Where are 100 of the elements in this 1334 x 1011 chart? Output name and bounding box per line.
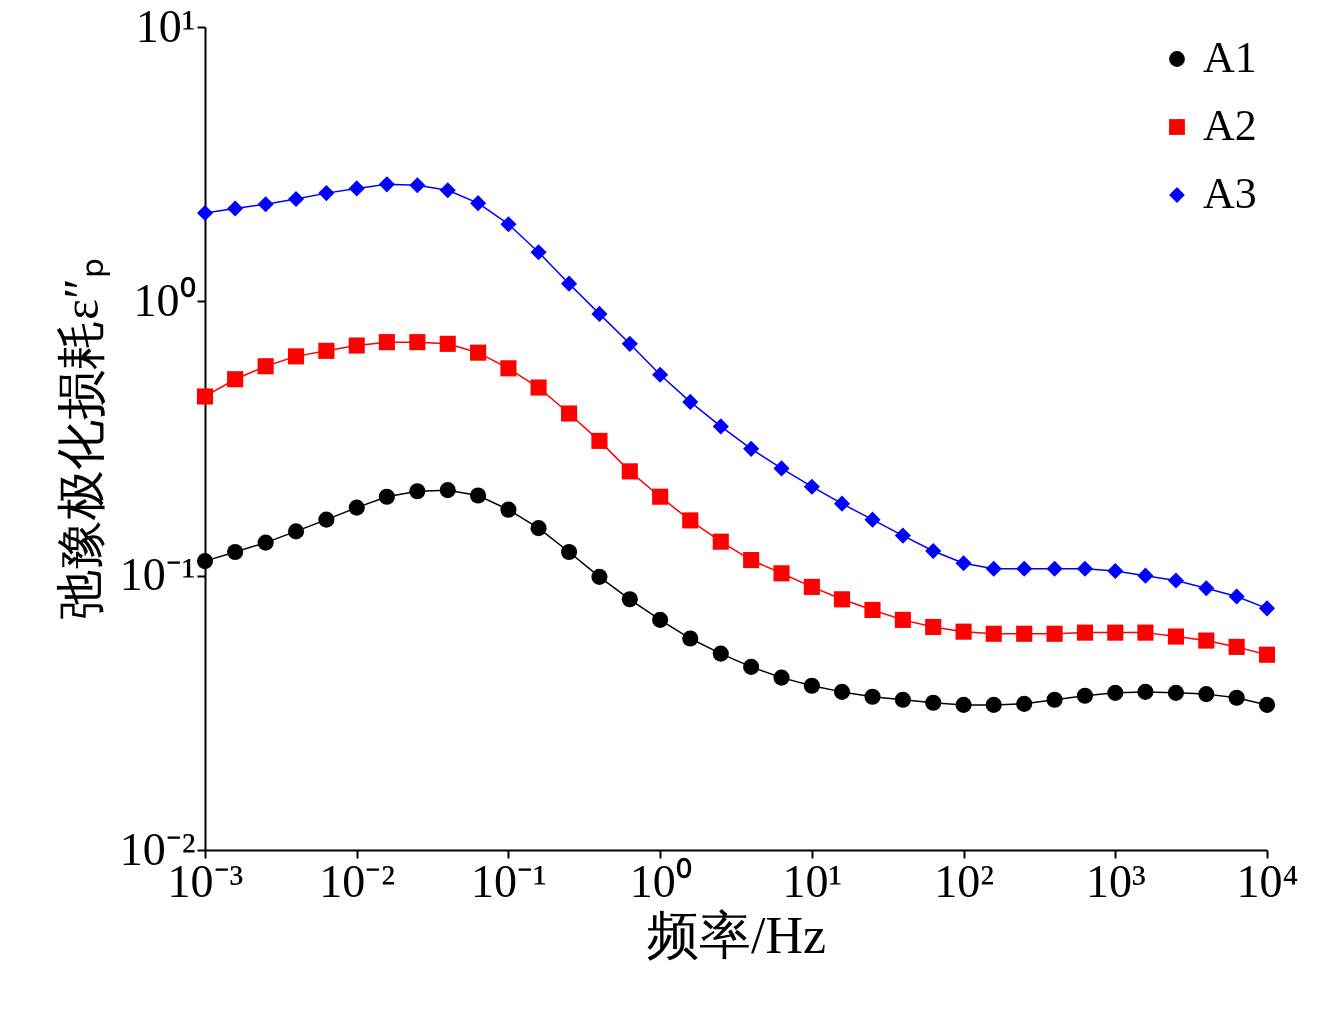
point [1107, 562, 1124, 580]
point [894, 527, 911, 544]
point [470, 195, 487, 212]
point [470, 487, 487, 504]
x-tick-label: 10⁻¹ [471, 855, 547, 907]
point [985, 625, 1002, 642]
x-tick-label: 10⁴ [1236, 855, 1299, 907]
x-tick-label: 10⁰ [629, 855, 692, 907]
point [985, 560, 1002, 577]
point [378, 334, 395, 351]
point [530, 520, 547, 537]
point [1046, 625, 1063, 642]
point [470, 344, 487, 361]
point [378, 488, 395, 505]
point [833, 683, 851, 700]
point [409, 483, 426, 500]
point [621, 463, 638, 480]
point [1076, 560, 1094, 577]
point [196, 204, 214, 221]
point [500, 360, 517, 377]
point [1016, 695, 1033, 712]
point [1076, 687, 1094, 704]
point [591, 432, 608, 449]
point [530, 244, 547, 261]
point [955, 555, 972, 572]
point [1076, 624, 1094, 641]
point [196, 553, 214, 570]
point [439, 335, 456, 352]
point [1258, 696, 1276, 713]
point [833, 591, 851, 608]
point [621, 591, 638, 608]
point [1228, 588, 1245, 605]
point [409, 334, 426, 351]
point [1198, 686, 1215, 703]
point [287, 190, 305, 208]
point [652, 488, 669, 505]
point [287, 348, 305, 365]
y-tick-label: 10⁰ [133, 274, 196, 326]
x-tick-label: 10² [934, 855, 994, 907]
y-axis-title: 弛豫极化损耗ε″ₚ [52, 258, 110, 620]
point [621, 335, 638, 352]
legend-label: A2 [1203, 101, 1257, 150]
point [955, 623, 972, 640]
point [378, 176, 395, 193]
point [348, 337, 365, 354]
point [1198, 632, 1215, 649]
point [743, 658, 760, 675]
point [864, 601, 881, 618]
point [1137, 567, 1154, 584]
point [1198, 580, 1215, 597]
point [1137, 683, 1154, 700]
point [500, 501, 517, 518]
point [1107, 684, 1124, 701]
point [196, 388, 214, 405]
point [682, 630, 699, 647]
x-tick-label: 10³ [1085, 855, 1146, 907]
point [925, 542, 942, 560]
y-tick-label: 10⁻¹ [119, 549, 196, 601]
point [1258, 600, 1276, 617]
point [530, 379, 547, 396]
point [318, 185, 335, 202]
point [712, 645, 729, 662]
point [561, 275, 578, 292]
point [257, 534, 274, 551]
y-tick-label: 10¹ [135, 0, 196, 52]
point [985, 696, 1002, 713]
point [955, 696, 972, 713]
x-tick-label: 10⁻² [319, 855, 396, 907]
legend-label: A3 [1203, 169, 1257, 218]
point [682, 512, 699, 529]
point [1167, 572, 1184, 589]
point [1137, 624, 1154, 641]
point [743, 551, 760, 569]
point [561, 543, 578, 561]
point [743, 440, 760, 457]
point [773, 460, 790, 477]
point [439, 182, 456, 199]
point [925, 694, 942, 711]
point [1258, 646, 1276, 663]
point [864, 511, 881, 528]
point [227, 200, 244, 217]
point [682, 393, 699, 410]
point [652, 366, 669, 383]
point [348, 499, 365, 516]
point [894, 691, 911, 708]
point [227, 371, 244, 388]
point [318, 511, 335, 528]
point [773, 669, 790, 686]
point [773, 565, 790, 582]
point [1046, 691, 1063, 708]
point [561, 405, 578, 422]
point [318, 342, 335, 359]
point [348, 180, 365, 197]
point [1016, 560, 1033, 577]
point [803, 677, 820, 694]
point [439, 482, 456, 499]
point [833, 495, 851, 512]
legend-label: A1 [1203, 33, 1257, 82]
point [712, 418, 729, 435]
point [1167, 628, 1184, 645]
